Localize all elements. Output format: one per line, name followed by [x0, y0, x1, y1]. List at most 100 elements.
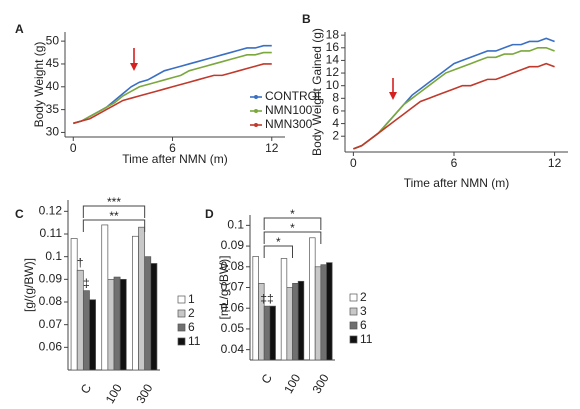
- y-tick-label: 0.08: [39, 294, 63, 308]
- panel-label: D: [205, 207, 214, 221]
- significance: ***: [107, 195, 121, 209]
- x-tick-label: C: [259, 371, 276, 386]
- y-tick-label: 45: [46, 56, 60, 70]
- y-axis-label: Body Weight (g): [32, 42, 46, 128]
- x-tick-label: C: [78, 381, 95, 396]
- bar: [314, 266, 322, 361]
- y-tick-label: 40: [46, 79, 60, 93]
- legend-dot: [254, 95, 258, 99]
- y-tick-label: 0.09: [221, 238, 245, 252]
- x-axis-label: Time after NMN (m): [122, 152, 228, 166]
- significance: *: [290, 207, 295, 221]
- y-tick-label: 0.11: [40, 226, 63, 240]
- bar: [252, 256, 259, 361]
- y-tick-label: 12: [326, 65, 340, 79]
- y-tick-label: 35: [46, 102, 60, 116]
- y-tick-label: 0.06: [221, 300, 245, 314]
- bar: [138, 226, 146, 371]
- y-axis-label: [mL/g (BW)]: [217, 255, 231, 319]
- line-series: [353, 37, 555, 150]
- legend-swatch: [349, 307, 358, 316]
- y-tick-label: 0.08: [221, 259, 245, 273]
- bar: [320, 264, 327, 361]
- bar: [107, 278, 115, 371]
- x-tick-label: 6: [169, 141, 176, 155]
- legend-label: 3: [360, 304, 367, 318]
- bar: [89, 299, 96, 371]
- legend-label: CONTROL: [265, 89, 324, 103]
- arrow-head: [130, 63, 138, 71]
- y-tick-label: 10: [326, 78, 340, 92]
- y-axis-label: Body Weight Gained (g): [310, 28, 324, 156]
- y-tick-label: 6: [332, 103, 339, 117]
- legend-swatch: [177, 295, 186, 304]
- bar: [113, 276, 121, 371]
- panel-label: A: [15, 22, 24, 36]
- panel-label: C: [15, 207, 24, 221]
- legend-label: 11: [188, 334, 201, 348]
- arrow-head: [389, 92, 397, 100]
- x-tick-label: 100: [103, 381, 125, 406]
- y-tick-label: 0.06: [39, 340, 63, 354]
- x-tick-label: 12: [548, 156, 562, 170]
- y-tick-label: 14: [326, 53, 340, 67]
- y-axis-label: [g/(g/BW)]: [22, 258, 36, 312]
- x-tick-label: 300: [133, 381, 155, 406]
- legend-swatch: [349, 293, 358, 302]
- y-tick-label: 4: [332, 116, 339, 130]
- legend-label: NMN100: [265, 103, 313, 117]
- y-tick-label: 16: [326, 40, 340, 54]
- y-tick-label: 50: [46, 33, 60, 47]
- legend-dot: [254, 123, 258, 127]
- bar: [144, 256, 152, 371]
- bar: [292, 283, 299, 361]
- x-axis-label: Time after NMN (m): [404, 176, 510, 190]
- bar: [269, 305, 276, 361]
- bar: [263, 305, 271, 361]
- legend-swatch: [349, 335, 358, 344]
- y-tick-label: 0.04: [221, 342, 245, 356]
- y-tick-label: 0.1: [227, 218, 244, 232]
- legend-swatch: [177, 309, 186, 318]
- significance: †: [77, 255, 84, 269]
- bar: [101, 224, 109, 371]
- significance: ‡‡: [260, 291, 273, 305]
- legend-label: 6: [188, 320, 195, 334]
- y-tick-label: 8: [332, 90, 339, 104]
- significance: **: [109, 209, 119, 223]
- bar: [82, 290, 90, 371]
- bracket: [263, 217, 322, 230]
- bar: [286, 287, 293, 361]
- legend-label: 6: [360, 318, 367, 332]
- y-tick-label: 30: [46, 125, 60, 139]
- significance: *: [290, 221, 295, 235]
- bar: [119, 278, 127, 371]
- bar: [132, 235, 139, 371]
- panel-label: B: [302, 12, 311, 26]
- line-series: [73, 63, 272, 125]
- bar: [309, 237, 316, 361]
- legend-label: 2: [188, 306, 195, 320]
- line-series: [353, 62, 555, 150]
- y-tick-label: 0.09: [39, 272, 63, 286]
- bar: [297, 280, 305, 361]
- x-tick-label: 0: [350, 156, 357, 170]
- legend-swatch: [349, 321, 358, 330]
- legend-swatch: [177, 337, 186, 346]
- line-series: [73, 51, 272, 125]
- bracket: [263, 231, 322, 244]
- legend-label: 1: [188, 292, 195, 306]
- legend-label: NMN300: [265, 117, 313, 131]
- x-tick-label: 6: [451, 156, 458, 170]
- legend-label: 11: [360, 332, 373, 346]
- y-tick-label: 18: [326, 27, 340, 41]
- x-tick-label: 100: [281, 371, 303, 396]
- y-tick-label: 0.07: [39, 317, 63, 331]
- y-tick-label: 2: [332, 128, 339, 142]
- bar: [326, 262, 333, 361]
- bar: [280, 258, 288, 361]
- x-tick-label: 0: [70, 141, 77, 155]
- significance: *: [276, 235, 281, 249]
- bar: [150, 263, 158, 371]
